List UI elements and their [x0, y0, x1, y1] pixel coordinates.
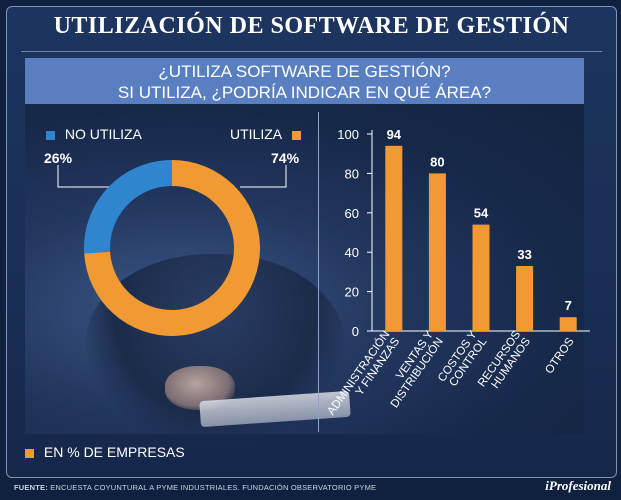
x-category-label-line: OTROS — [543, 336, 576, 377]
bar-value-label: 80 — [430, 154, 444, 169]
bar-value-label: 33 — [517, 247, 531, 262]
y-tick-label: 20 — [345, 285, 359, 300]
source-label: FUENTE: — [14, 483, 48, 492]
leader-line-utiliza — [240, 165, 287, 188]
legend-swatch-orange — [292, 130, 302, 140]
title-divider — [21, 51, 602, 52]
y-tick-label: 40 — [345, 245, 359, 260]
bar-value-label: 54 — [474, 206, 489, 221]
source-text: ENCUESTA COYUNTURAL A PYME INDUSTRIALES.… — [50, 483, 377, 492]
question-line-1: ¿UTILIZA SOFTWARE DE GESTIÓN? — [158, 62, 451, 81]
x-category-label-line: ADMINISTRACIÓN — [325, 328, 393, 417]
donut-slice-no-utiliza — [83, 160, 172, 254]
question-banner: ¿UTILIZA SOFTWARE DE GESTIÓN? SI UTILIZA… — [25, 58, 584, 104]
y-tick-label: 80 — [345, 166, 359, 181]
donut-slice-utiliza — [84, 160, 261, 337]
bar — [472, 224, 490, 331]
bar-value-label: 7 — [565, 298, 572, 313]
pie-label-utiliza: 74% — [271, 150, 300, 166]
legend-utiliza: UTILIZA — [230, 126, 302, 142]
bar-value-label: 94 — [387, 127, 402, 142]
units-legend-label: EN % DE EMPRESAS — [43, 444, 185, 460]
legend-no-utiliza-label: NO UTILIZA — [64, 126, 142, 142]
units-swatch-orange — [25, 448, 34, 458]
source-note: FUENTE: ENCUESTA COYUNTURAL A PYME INDUS… — [14, 483, 376, 492]
bar — [385, 145, 403, 331]
y-tick-label: 100 — [337, 127, 359, 142]
legend-swatch-blue — [46, 130, 55, 140]
x-category-label: OTROS — [543, 336, 576, 377]
units-legend: EN % DE EMPRESAS — [25, 444, 185, 460]
y-tick-label: 0 — [352, 324, 359, 339]
legend-utiliza-label: UTILIZA — [230, 126, 283, 142]
leader-line-no-utiliza — [57, 165, 110, 188]
legend-no-utiliza: NO UTILIZA — [46, 126, 142, 142]
page-title: UTILIZACIÓN DE SOFTWARE DE GESTIÓN — [53, 13, 570, 39]
background-photo — [25, 104, 584, 444]
y-tick-label: 60 — [345, 206, 359, 221]
bar — [559, 317, 577, 331]
question-line-2: SI UTILIZA, ¿PODRÍA INDICAR EN QUÉ ÁREA? — [117, 83, 492, 102]
brand-logo: iProfesional — [545, 478, 611, 493]
bar — [516, 265, 534, 331]
pie-label-no-utiliza: 26% — [44, 150, 73, 166]
chart-divider — [318, 112, 319, 432]
bar — [428, 173, 446, 331]
